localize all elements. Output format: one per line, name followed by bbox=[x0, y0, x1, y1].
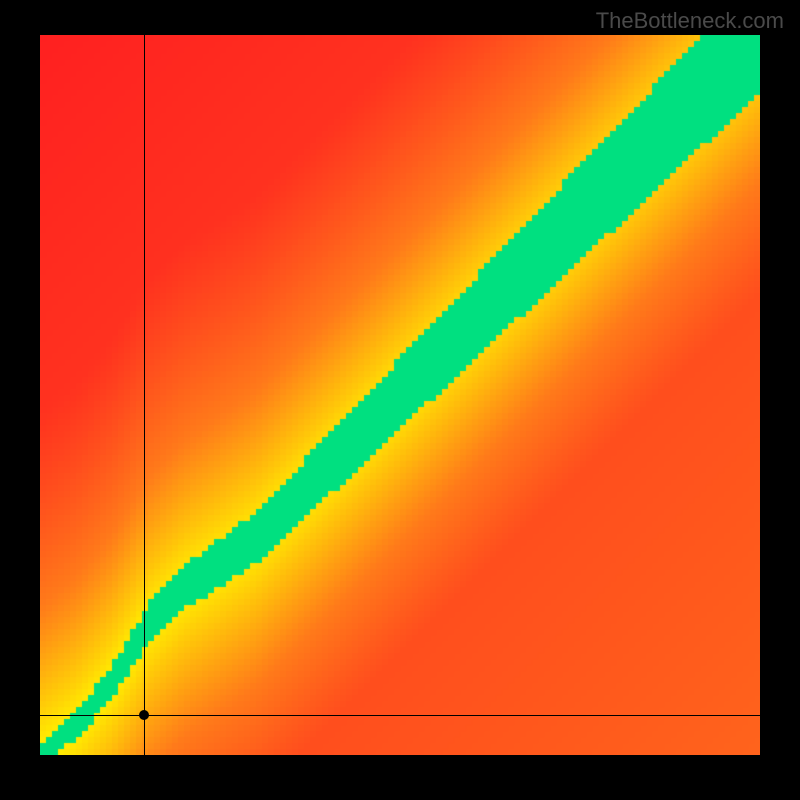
heatmap-plot bbox=[40, 35, 760, 755]
crosshair-point bbox=[139, 710, 149, 720]
heatmap-canvas bbox=[40, 35, 760, 755]
watermark-text: TheBottleneck.com bbox=[596, 8, 784, 34]
crosshair-vertical bbox=[144, 35, 145, 755]
